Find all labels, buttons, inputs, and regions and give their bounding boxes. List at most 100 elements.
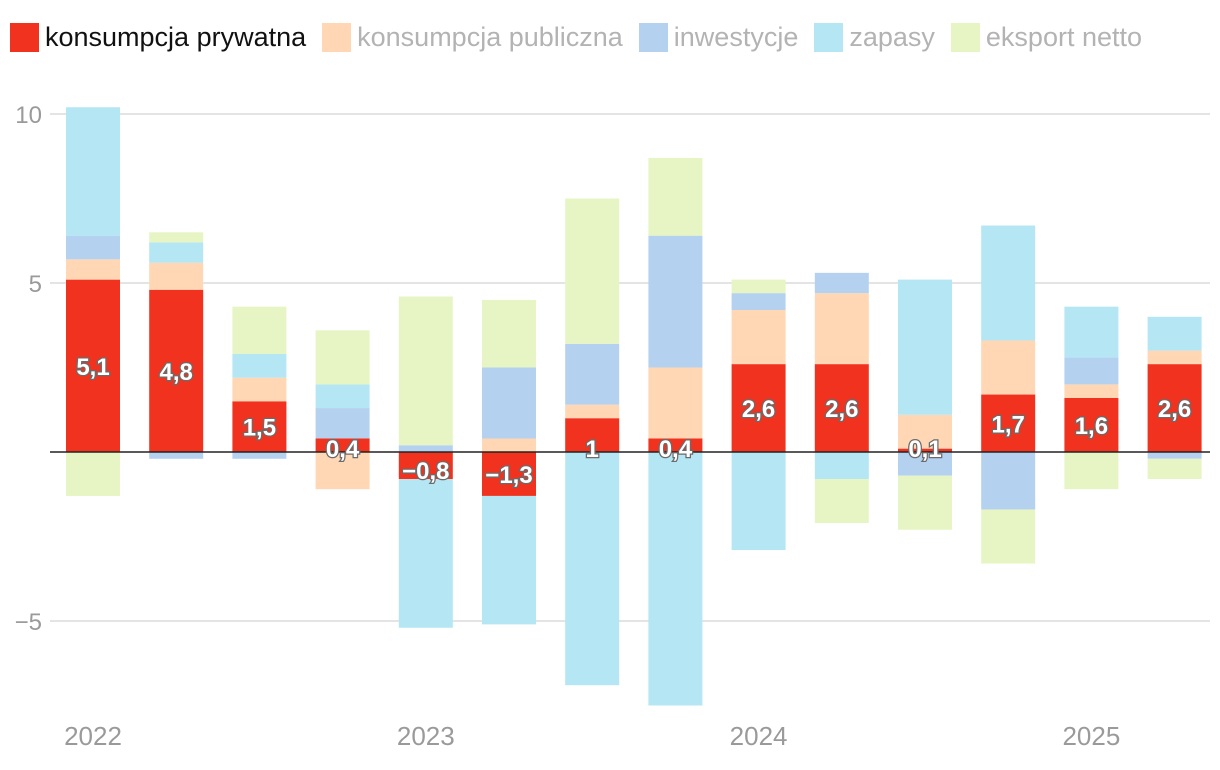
bar-segment xyxy=(814,293,869,365)
legend-label: konsumpcja publiczna xyxy=(357,21,623,52)
bar-segment xyxy=(648,235,703,368)
legend-item[interactable]: eksport netto xyxy=(950,21,1142,53)
bar-segment xyxy=(232,353,287,378)
legend-swatch xyxy=(322,22,352,52)
chart-legend: konsumpcja prywatna konsumpcja publiczna i… xyxy=(10,20,1142,54)
data-label: 2,6 xyxy=(742,396,775,423)
bar-segment xyxy=(981,340,1036,395)
bar-segment xyxy=(315,384,370,409)
bar-segment xyxy=(565,418,620,452)
bar-segment xyxy=(814,364,869,452)
bar-segment xyxy=(1064,357,1119,385)
bar-segment xyxy=(482,438,536,452)
legend-item[interactable]: konsumpcja prywatna xyxy=(10,22,306,53)
data-label: 1,5 xyxy=(243,415,276,442)
data-label: 0,4 xyxy=(659,436,693,463)
bar-segment xyxy=(1147,364,1202,452)
bar-segment xyxy=(898,452,952,476)
legend-label: inwestycje xyxy=(673,21,799,52)
legend-item[interactable]: inwestycje xyxy=(638,21,799,53)
bar-segment xyxy=(731,279,786,294)
legend-label: eksport netto xyxy=(985,21,1142,52)
bar-segment xyxy=(1064,452,1119,490)
legend-label: konsumpcja prywatna xyxy=(45,21,307,52)
bar-segment xyxy=(66,259,120,280)
bar-segment xyxy=(814,452,869,480)
bar-segment xyxy=(66,452,120,496)
bar-segment xyxy=(149,242,204,263)
bar-segment xyxy=(981,394,1036,452)
bar-segment xyxy=(315,452,370,490)
data-label: 0,4 xyxy=(326,436,360,463)
x-tick-label: 2024 xyxy=(730,721,788,751)
legend-item[interactable]: konsumpcja publiczna xyxy=(322,22,623,53)
data-label: 1,6 xyxy=(1075,413,1108,440)
bar-segment xyxy=(1064,397,1119,452)
bar-segment xyxy=(315,408,370,439)
bar-segment xyxy=(731,452,786,551)
bar-segment xyxy=(398,452,453,480)
y-tick-label: 5 xyxy=(29,271,42,298)
data-label: 1 xyxy=(586,436,599,463)
bar-segment xyxy=(398,479,453,628)
bar-segment xyxy=(66,235,120,260)
bar-segment xyxy=(482,495,536,625)
bar-segment xyxy=(232,452,287,459)
legend-swatch xyxy=(950,22,980,52)
y-tick-label: 10 xyxy=(15,102,42,129)
bar-segment xyxy=(898,448,952,452)
legend-item[interactable]: zapasy xyxy=(814,22,935,53)
bar-segment xyxy=(398,296,453,446)
bar-segment xyxy=(565,343,620,405)
x-tick-label: 2025 xyxy=(1062,721,1120,751)
bar-segment xyxy=(1147,350,1202,365)
bar-segment xyxy=(482,452,536,496)
bar-segment xyxy=(482,367,536,439)
bar-segment xyxy=(1064,306,1119,358)
data-label: 1,7 xyxy=(992,411,1025,438)
bar-segment xyxy=(981,509,1036,564)
data-label: 4,8 xyxy=(160,359,193,386)
x-tick-label: 2023 xyxy=(397,721,455,751)
bar-segment xyxy=(315,438,370,452)
bar-segment xyxy=(1064,384,1119,398)
bar-segment xyxy=(981,225,1036,341)
bar-segment xyxy=(981,452,1036,510)
bar-segment xyxy=(398,445,453,452)
bar-segment xyxy=(315,330,370,385)
data-label: 2,6 xyxy=(825,396,858,423)
bar-segment xyxy=(648,438,703,452)
bar-segment xyxy=(232,306,287,354)
bar-segment xyxy=(232,377,287,402)
bar-segment xyxy=(731,293,786,311)
bar-segment xyxy=(149,289,204,452)
bar-segment xyxy=(1147,316,1202,351)
bar-segment xyxy=(898,475,952,530)
bar-segment xyxy=(232,401,287,452)
bar-segment xyxy=(648,367,703,439)
bar-segment xyxy=(149,232,204,243)
bar-segment xyxy=(648,452,703,706)
y-tick-label: −5 xyxy=(15,609,42,636)
bar-segment xyxy=(814,272,869,294)
legend-swatch xyxy=(10,22,39,52)
bar-segment xyxy=(648,157,703,236)
data-label: −1,3 xyxy=(485,462,532,489)
legend-label: zapasy xyxy=(849,21,935,52)
data-label: 0,1 xyxy=(908,436,941,463)
bar-segment xyxy=(814,479,869,523)
bar-segment xyxy=(731,310,786,365)
data-label: −0,8 xyxy=(402,458,449,485)
bar-segment xyxy=(565,198,620,344)
bar-segment xyxy=(731,364,786,452)
x-tick-label: 2022 xyxy=(64,721,122,751)
bar-segment xyxy=(898,279,952,415)
data-label: 5,1 xyxy=(76,354,109,381)
legend-swatch xyxy=(638,22,668,52)
data-label: 2,6 xyxy=(1158,396,1191,423)
bar-segment xyxy=(482,299,536,368)
bar-segment xyxy=(565,452,620,686)
bar-segment xyxy=(1147,452,1202,459)
bar-segment xyxy=(66,107,120,236)
